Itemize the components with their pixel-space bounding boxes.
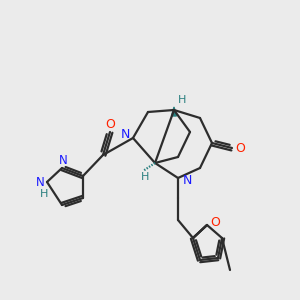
Text: H: H	[178, 95, 186, 105]
Text: N: N	[120, 128, 130, 142]
Text: N: N	[36, 176, 44, 188]
Text: O: O	[210, 215, 220, 229]
Text: H: H	[141, 172, 149, 182]
Text: O: O	[235, 142, 245, 154]
Text: N: N	[58, 154, 68, 167]
Text: N: N	[182, 173, 192, 187]
Polygon shape	[172, 107, 176, 116]
Text: H: H	[40, 189, 48, 199]
Text: O: O	[105, 118, 115, 130]
